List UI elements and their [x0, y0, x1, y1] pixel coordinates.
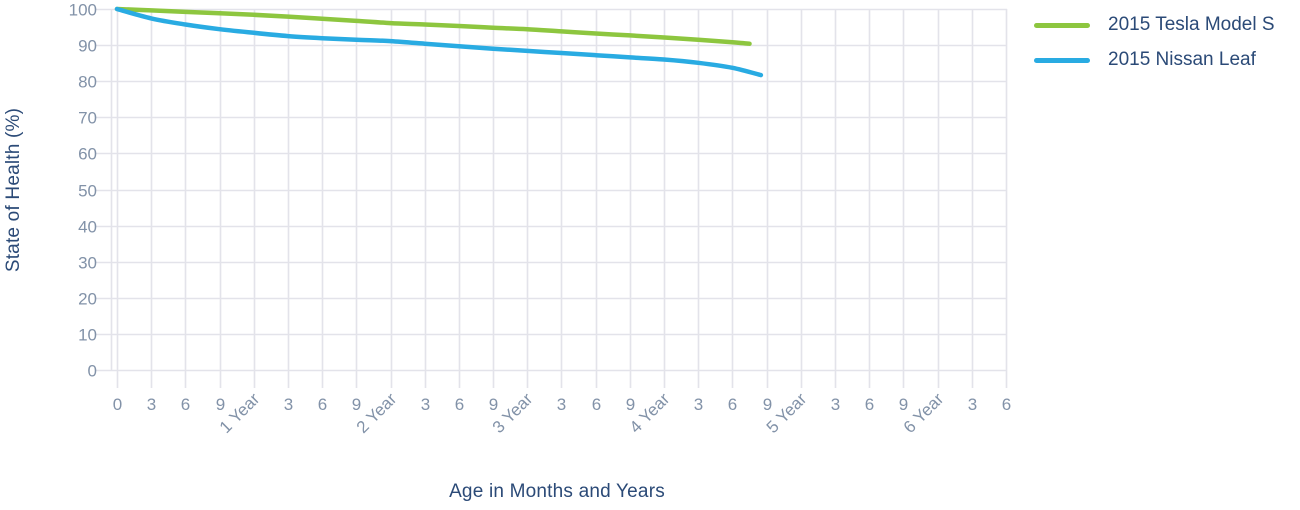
x-tick-label: 9 [626, 395, 635, 414]
x-tick-label: 3 [557, 395, 566, 414]
x-tick-label: 3 [284, 395, 293, 414]
legend-label-tesla: 2015 Tesla Model S [1108, 14, 1275, 35]
y-tick-label: 70 [78, 109, 97, 128]
y-tick-label: 90 [78, 37, 97, 56]
y-tick-label: 80 [78, 73, 97, 92]
y-tick-label: 60 [78, 145, 97, 164]
x-tick-label: 9 [216, 395, 225, 414]
legend: 2015 Tesla Model S 2015 Nissan Leaf [1034, 10, 1275, 80]
x-tick-label: 9 [763, 395, 772, 414]
legend-item-tesla[interactable]: 2015 Tesla Model S [1034, 10, 1275, 40]
x-tick-label: 3 [421, 395, 430, 414]
x-tick-label: 3 [694, 395, 703, 414]
x-tick-label: 6 [1002, 395, 1011, 414]
x-tick-label: 6 [455, 395, 464, 414]
y-tick-label: 30 [78, 254, 97, 273]
y-axis-title: State of Health (%) [3, 107, 24, 273]
series-line-0 [114, 6, 752, 46]
y-tick-label: 10 [78, 326, 97, 345]
x-tick-label: 6 [592, 395, 601, 414]
x-tick-label: 0 [113, 395, 122, 414]
x-tick-label: 9 [899, 395, 908, 414]
y-tick-label: 50 [78, 182, 97, 201]
y-tick-label: 40 [78, 218, 97, 237]
x-tick-label: 6 [865, 395, 874, 414]
x-tick-label: 3 [968, 395, 977, 414]
x-tick-label: 6 [181, 395, 190, 414]
y-tick-label: 0 [88, 362, 97, 381]
x-tick-label: 9 [352, 395, 361, 414]
x-axis-title: Age in Months and Years [449, 481, 665, 502]
x-tick-label: 6 [318, 395, 327, 414]
x-tick-label: 3 [147, 395, 156, 414]
legend-label-leaf: 2015 Nissan Leaf [1108, 49, 1256, 70]
series-line-1 [114, 6, 764, 78]
y-tick-label: 20 [78, 290, 97, 309]
x-tick-label: 6 [728, 395, 737, 414]
legend-item-leaf[interactable]: 2015 Nissan Leaf [1034, 45, 1275, 75]
tesla-line-swatch [1034, 22, 1090, 28]
x-tick-label: 3 [831, 395, 840, 414]
leaf-line-swatch [1034, 57, 1090, 63]
x-gridlines [116, 9, 1008, 388]
x-tick-label: 9 [489, 395, 498, 414]
y-gridlines [95, 8, 1007, 372]
y-tick-label: 100 [69, 1, 97, 20]
